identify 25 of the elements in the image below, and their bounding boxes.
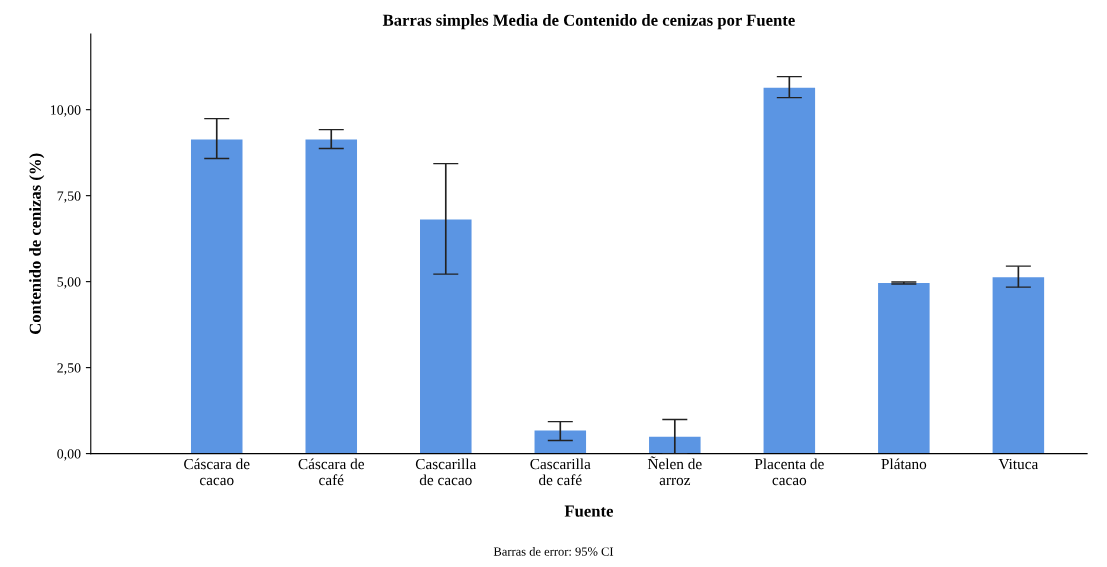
bar	[305, 139, 358, 454]
bar	[534, 430, 587, 454]
x-tick-label: Vituca	[998, 458, 1039, 470]
x-tick-label: Cáscara de café	[298, 458, 365, 486]
y-axis-title: Contenido de cenizas (%)	[29, 153, 45, 334]
bar	[649, 436, 701, 454]
x-tick-label: Cascarilla de café	[530, 458, 591, 486]
bar	[190, 139, 243, 454]
bar	[992, 277, 1045, 454]
bar	[420, 219, 472, 454]
x-axis-title: Fuente	[564, 505, 614, 517]
x-tick-label: Cascarilla de cacao	[415, 458, 477, 486]
y-tick-label: 7,50	[57, 191, 81, 203]
x-tick-label: Cáscara de cacao	[184, 458, 250, 486]
x-tick-label: Ñelen de arroz	[647, 456, 702, 486]
y-tick-label: 2,50	[57, 363, 81, 375]
x-tick-label: Placenta de cacao	[754, 458, 824, 486]
text: Barras de error: 95% CI	[493, 546, 614, 556]
bar	[763, 87, 816, 454]
y-tick-label: 10,00	[51, 105, 81, 117]
x-tick-label: Plátano	[881, 458, 927, 470]
chart-title: Barras simples Media de Contenido de cenizas por Fuente	[382, 14, 795, 30]
y-tick-label: 5,00	[57, 277, 81, 289]
bar	[878, 283, 930, 454]
y-tick-label: 0,00	[57, 449, 81, 461]
